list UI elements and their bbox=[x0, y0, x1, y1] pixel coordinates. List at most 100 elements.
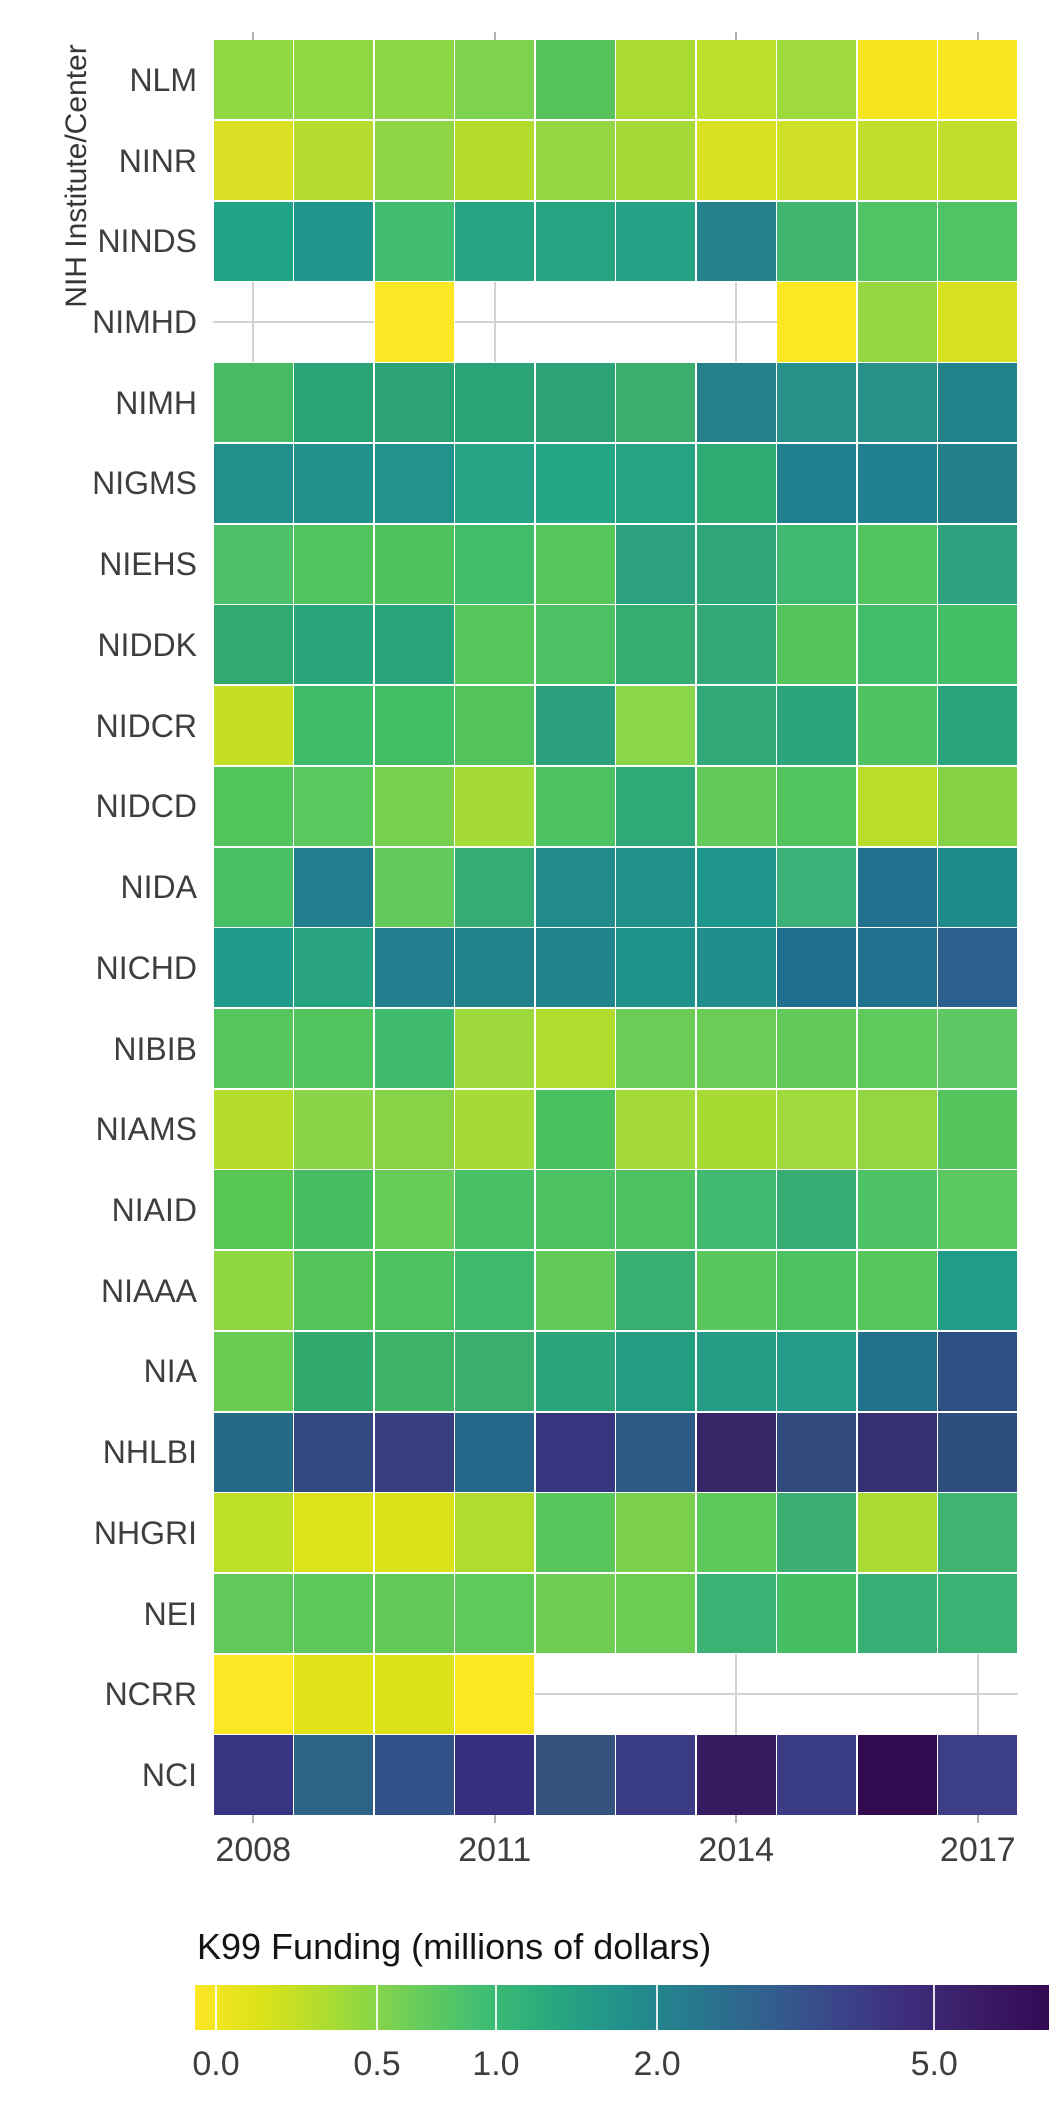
heatmap-cell bbox=[938, 443, 1018, 523]
heatmap-cell bbox=[616, 1089, 696, 1169]
heatmap-cell bbox=[616, 121, 696, 201]
heatmap-cell bbox=[938, 363, 1018, 443]
y-tick-label: NICHD bbox=[95, 949, 197, 986]
heatmap-cell bbox=[374, 282, 454, 362]
heatmap-cell bbox=[455, 1331, 535, 1411]
y-tick-label: NIAAA bbox=[100, 1272, 197, 1309]
heatmap-cell bbox=[374, 1251, 454, 1331]
heatmap-cell bbox=[616, 686, 696, 766]
heatmap-cell bbox=[374, 443, 454, 523]
heatmap-cell bbox=[616, 363, 696, 443]
heatmap-cell bbox=[535, 1735, 615, 1815]
heatmap-cell bbox=[938, 1412, 1018, 1492]
y-tick-label: NIDCD bbox=[95, 788, 197, 825]
heatmap-cell bbox=[455, 363, 535, 443]
heatmap-cell bbox=[535, 443, 615, 523]
heatmap-cell bbox=[616, 605, 696, 685]
x-tick-label: 2014 bbox=[698, 1831, 775, 1869]
heatmap-cell bbox=[455, 121, 535, 201]
heatmap-cell bbox=[857, 1170, 937, 1250]
heatmap-cell bbox=[213, 363, 293, 443]
heatmap-cell bbox=[696, 201, 776, 281]
heatmap-cell bbox=[213, 1573, 293, 1654]
y-tick-label: NIDA bbox=[120, 869, 197, 906]
heatmap-cell bbox=[294, 928, 374, 1008]
heatmap-cell bbox=[535, 847, 615, 927]
heatmap-cell bbox=[938, 605, 1018, 685]
heatmap-cell bbox=[455, 1251, 535, 1331]
y-tick-label: NEI bbox=[143, 1595, 197, 1632]
heatmap-cell bbox=[696, 1412, 776, 1492]
heatmap-cell bbox=[616, 1573, 696, 1654]
heatmap-cell bbox=[374, 1412, 454, 1492]
heatmap-cell bbox=[374, 1735, 454, 1815]
panel-gridline-horizontal bbox=[213, 321, 374, 324]
heatmap-cell bbox=[213, 1654, 293, 1734]
panel-gridline-horizontal bbox=[535, 1693, 1018, 1696]
heatmap-cell bbox=[938, 1251, 1018, 1331]
heatmap-cell bbox=[374, 363, 454, 443]
heatmap-cell bbox=[696, 605, 776, 685]
heatmap-cell bbox=[777, 1008, 857, 1089]
heatmap-cell bbox=[535, 1331, 615, 1411]
heatmap-cell bbox=[857, 1412, 937, 1492]
heatmap-cell bbox=[294, 1008, 374, 1089]
heatmap-cell bbox=[777, 605, 857, 685]
heatmap-cell bbox=[777, 121, 857, 201]
x-tick-mark-bottom bbox=[735, 1815, 738, 1824]
heatmap-cell bbox=[938, 1008, 1018, 1089]
heatmap-cell bbox=[213, 1493, 293, 1573]
heatmap-cell bbox=[938, 201, 1018, 281]
heatmap-cell bbox=[455, 1412, 535, 1492]
legend-tick-label: 2.0 bbox=[633, 2045, 681, 2083]
heatmap-cell bbox=[938, 40, 1018, 120]
heatmap-cell bbox=[213, 524, 293, 604]
heatmap-cell bbox=[616, 847, 696, 927]
heatmap-cell bbox=[535, 1412, 615, 1492]
legend-title: K99 Funding (millions of dollars) bbox=[197, 1926, 712, 1967]
heatmap-cell bbox=[616, 766, 696, 846]
legend-tick-label: 0.5 bbox=[353, 2045, 401, 2083]
heatmap-cell bbox=[777, 1493, 857, 1573]
heatmap-cell bbox=[777, 282, 857, 362]
heatmap-cell bbox=[294, 847, 374, 927]
heatmap-cell bbox=[535, 605, 615, 685]
heatmap-cell bbox=[777, 1170, 857, 1250]
x-tick-label: 2008 bbox=[215, 1831, 292, 1869]
y-tick-label: NIMH bbox=[115, 384, 197, 421]
heatmap-cell bbox=[696, 40, 776, 120]
heatmap-cell bbox=[938, 928, 1018, 1008]
heatmap-cell bbox=[455, 766, 535, 846]
heatmap-cell bbox=[777, 1573, 857, 1654]
heatmap-cell bbox=[938, 1331, 1018, 1411]
heatmap-cell bbox=[696, 1573, 776, 1654]
heatmap-cell bbox=[535, 363, 615, 443]
x-tick-label: 2011 bbox=[458, 1831, 532, 1869]
legend-tick-mark bbox=[376, 1985, 379, 2030]
heatmap-cell bbox=[857, 686, 937, 766]
heatmap-cell bbox=[535, 1251, 615, 1331]
heatmap-cell bbox=[535, 928, 615, 1008]
heatmap-cell bbox=[294, 1251, 374, 1331]
heatmap-cell bbox=[455, 1654, 535, 1734]
heatmap-cell bbox=[455, 1008, 535, 1089]
heatmap-cell bbox=[696, 1089, 776, 1169]
heatmap-cell bbox=[294, 1735, 374, 1815]
heatmap-cell bbox=[777, 1251, 857, 1331]
heatmap-cell bbox=[857, 1251, 937, 1331]
y-tick-label: NIMHD bbox=[92, 304, 197, 341]
heatmap-cell bbox=[455, 201, 535, 281]
heatmap-cell bbox=[696, 847, 776, 927]
legend-tick-label: 0.0 bbox=[192, 2045, 240, 2083]
heatmap-cell bbox=[294, 605, 374, 685]
heatmap-cell bbox=[857, 605, 937, 685]
heatmap-cell bbox=[696, 1170, 776, 1250]
heatmap-cell bbox=[938, 121, 1018, 201]
heatmap-cell bbox=[857, 201, 937, 281]
heatmap-cell bbox=[374, 121, 454, 201]
heatmap-cell bbox=[294, 686, 374, 766]
heatmap-cell bbox=[857, 847, 937, 927]
y-tick-label: NHLBI bbox=[102, 1434, 197, 1471]
heatmap-cell bbox=[294, 766, 374, 846]
